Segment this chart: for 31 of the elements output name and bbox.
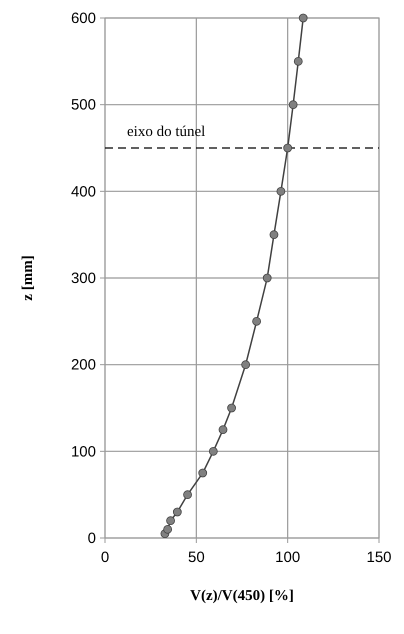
x-tick-label: 0 <box>100 549 110 566</box>
y-tick-label: 500 <box>70 96 96 114</box>
x-tick-label: 50 <box>188 549 205 566</box>
y-tick-label: 400 <box>70 183 96 200</box>
point <box>227 404 236 412</box>
point <box>172 508 182 516</box>
x-tick-label: 150 <box>366 549 392 566</box>
point <box>294 56 303 66</box>
y-tick-label: 600 <box>70 10 96 27</box>
point <box>252 316 261 326</box>
ref-line-label: eixo do túnel <box>127 124 206 140</box>
point <box>283 144 292 152</box>
point <box>163 524 172 534</box>
point <box>276 186 286 196</box>
point <box>218 425 228 434</box>
point <box>262 274 272 282</box>
y-tick-label: 300 <box>70 270 96 287</box>
x-tick-label: 100 <box>275 549 300 566</box>
y-axis-title: z [mm] <box>20 255 36 301</box>
point <box>270 230 278 240</box>
point <box>183 490 192 500</box>
point <box>298 14 308 22</box>
point <box>198 468 208 478</box>
point <box>288 100 298 110</box>
point <box>241 360 250 370</box>
y-tick-label: 0 <box>88 530 96 547</box>
point <box>208 446 218 456</box>
y-tick-label: 200 <box>70 356 96 374</box>
point <box>166 516 175 526</box>
y-tick-label: 100 <box>70 443 96 460</box>
x-axis-title: V(z)/V(450) [%] <box>190 588 294 604</box>
